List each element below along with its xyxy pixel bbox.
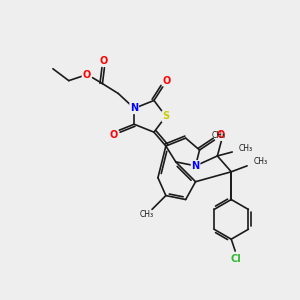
Text: CH₃: CH₃ (211, 130, 225, 140)
Text: N: N (191, 161, 200, 171)
Text: O: O (216, 130, 224, 140)
Text: O: O (99, 56, 108, 66)
Text: O: O (163, 76, 171, 85)
Text: O: O (82, 70, 91, 80)
Text: CH₃: CH₃ (254, 158, 268, 166)
Text: CH₃: CH₃ (238, 143, 252, 152)
Text: N: N (130, 103, 138, 113)
Text: CH₃: CH₃ (140, 210, 154, 219)
Text: S: S (162, 111, 169, 121)
Text: O: O (109, 130, 118, 140)
Text: Cl: Cl (231, 254, 242, 264)
